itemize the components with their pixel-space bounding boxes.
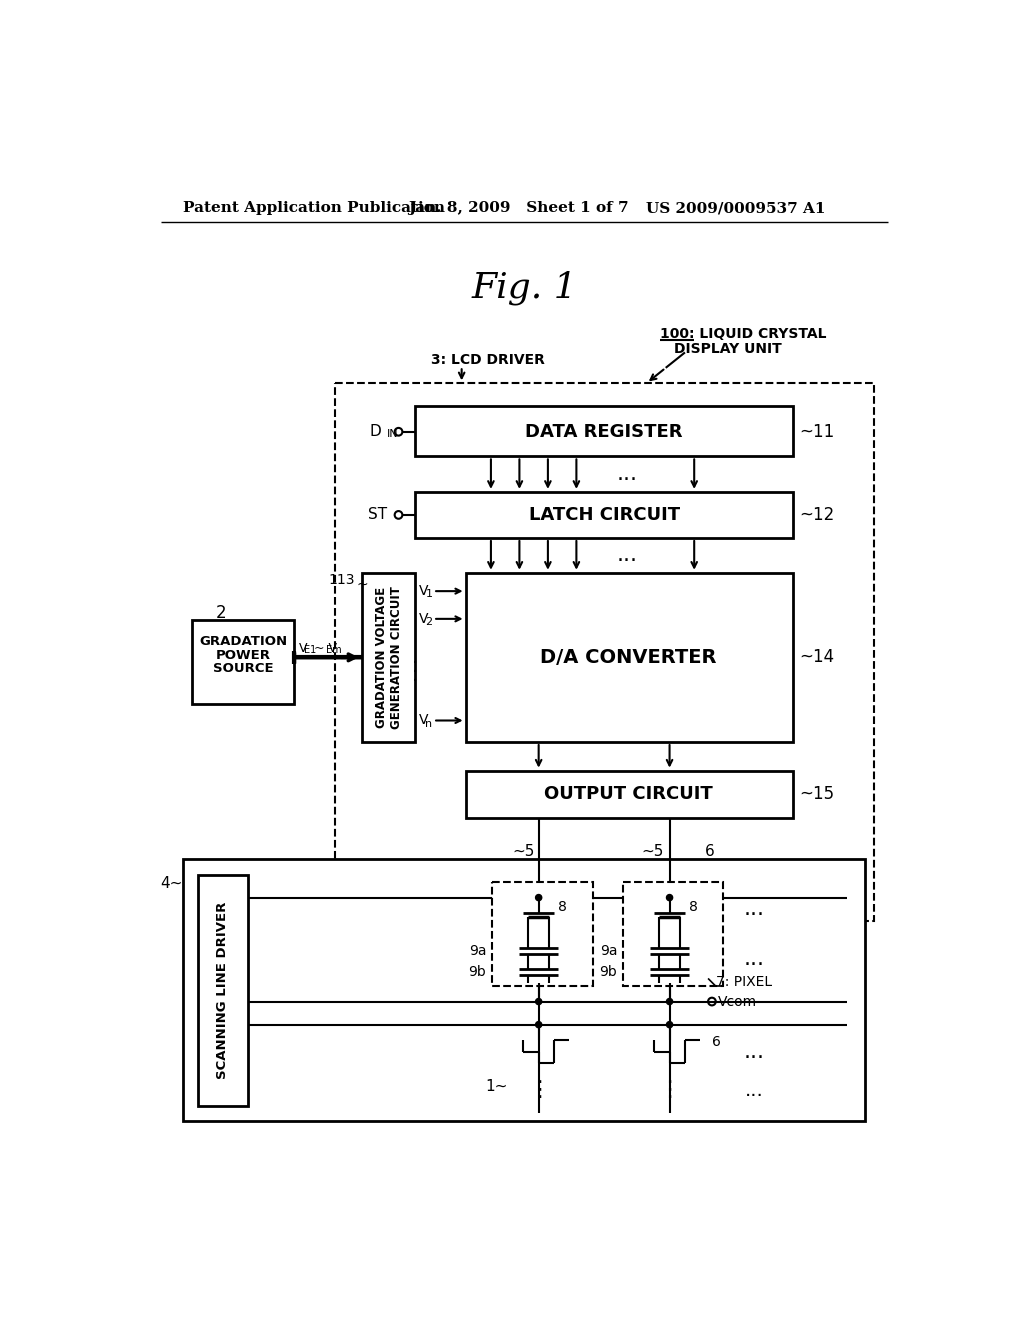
Text: ~14: ~14 bbox=[799, 648, 834, 667]
Text: US 2009/0009537 A1: US 2009/0009537 A1 bbox=[646, 202, 826, 215]
Text: ~5: ~5 bbox=[512, 843, 535, 859]
Text: ~: ~ bbox=[356, 578, 368, 593]
Text: 2: 2 bbox=[425, 616, 432, 627]
Circle shape bbox=[667, 1022, 673, 1028]
Text: 113: 113 bbox=[328, 573, 354, 586]
Text: 4~: 4~ bbox=[161, 876, 183, 891]
Circle shape bbox=[667, 998, 673, 1005]
Text: Em: Em bbox=[326, 645, 342, 656]
Text: 6: 6 bbox=[705, 843, 715, 859]
Text: SCANNING LINE DRIVER: SCANNING LINE DRIVER bbox=[216, 902, 229, 1078]
Text: .: . bbox=[413, 648, 419, 667]
Text: E1: E1 bbox=[304, 645, 316, 656]
Text: GRADATION: GRADATION bbox=[199, 635, 287, 648]
Text: 7: PIXEL: 7: PIXEL bbox=[716, 975, 772, 989]
Text: n: n bbox=[425, 718, 432, 729]
Text: Patent Application Publication: Patent Application Publication bbox=[183, 202, 444, 215]
Text: ~12: ~12 bbox=[799, 506, 835, 524]
Text: 1: 1 bbox=[425, 589, 432, 599]
Text: ...: ... bbox=[744, 1081, 764, 1100]
Text: D/A CONVERTER: D/A CONVERTER bbox=[541, 648, 717, 667]
Text: V: V bbox=[419, 612, 429, 626]
Bar bbox=[183, 859, 865, 1121]
Circle shape bbox=[667, 895, 673, 900]
Text: ST: ST bbox=[368, 507, 387, 523]
Text: ...: ... bbox=[616, 545, 638, 565]
Bar bbox=[361, 573, 416, 742]
Text: OUTPUT CIRCUIT: OUTPUT CIRCUIT bbox=[545, 785, 713, 804]
Text: DISPLAY UNIT: DISPLAY UNIT bbox=[674, 342, 782, 356]
Text: 9b: 9b bbox=[469, 965, 486, 979]
Text: V: V bbox=[298, 642, 307, 655]
Text: 6: 6 bbox=[712, 1035, 721, 1049]
Text: ...: ... bbox=[743, 899, 765, 919]
Text: 9a: 9a bbox=[469, 944, 486, 958]
Text: LATCH CIRCUIT: LATCH CIRCUIT bbox=[528, 506, 680, 524]
Text: V: V bbox=[419, 585, 429, 598]
Text: 9a: 9a bbox=[600, 944, 617, 958]
Bar bbox=[335, 383, 873, 921]
Bar bbox=[466, 573, 793, 742]
Circle shape bbox=[536, 998, 542, 1005]
Text: ...: ... bbox=[743, 949, 765, 969]
Text: 8: 8 bbox=[689, 900, 697, 913]
Text: ⋮: ⋮ bbox=[658, 1080, 681, 1100]
Text: Fig. 1: Fig. 1 bbox=[472, 271, 578, 305]
Text: .: . bbox=[413, 667, 419, 685]
Text: D: D bbox=[370, 424, 382, 440]
Bar bbox=[193, 620, 294, 704]
Text: SOURCE: SOURCE bbox=[213, 663, 273, 676]
Text: POWER: POWER bbox=[215, 648, 270, 661]
Text: 8: 8 bbox=[558, 900, 567, 913]
Text: 9b: 9b bbox=[599, 965, 617, 979]
Bar bbox=[199, 874, 249, 1105]
Text: ...: ... bbox=[743, 1041, 765, 1061]
Text: 100: LIQUID CRYSTAL: 100: LIQUID CRYSTAL bbox=[660, 327, 826, 341]
Text: ⋮: ⋮ bbox=[527, 1080, 550, 1100]
Text: IN: IN bbox=[387, 429, 398, 440]
Circle shape bbox=[536, 1022, 542, 1028]
Text: Jan. 8, 2009   Sheet 1 of 7: Jan. 8, 2009 Sheet 1 of 7 bbox=[408, 202, 629, 215]
Text: Vcom: Vcom bbox=[718, 994, 757, 1008]
Bar bbox=[416, 492, 793, 539]
Text: 1~: 1~ bbox=[485, 1078, 508, 1094]
Bar bbox=[466, 771, 793, 818]
Text: 3: LCD DRIVER: 3: LCD DRIVER bbox=[431, 354, 545, 367]
Text: GRADATION VOLTAGE
GENERATION CIRCUIT: GRADATION VOLTAGE GENERATION CIRCUIT bbox=[375, 586, 402, 729]
Text: ~5: ~5 bbox=[641, 843, 664, 859]
Text: ~15: ~15 bbox=[799, 785, 834, 804]
Text: DATA REGISTER: DATA REGISTER bbox=[525, 422, 683, 441]
Text: ...: ... bbox=[616, 465, 638, 484]
Bar bbox=[624, 882, 724, 986]
Text: V: V bbox=[419, 714, 429, 727]
Text: ~11: ~11 bbox=[799, 422, 835, 441]
Text: 2: 2 bbox=[215, 603, 226, 622]
Text: ~ V: ~ V bbox=[310, 642, 337, 655]
Circle shape bbox=[536, 895, 542, 900]
Text: .: . bbox=[413, 657, 419, 676]
Bar bbox=[416, 407, 793, 457]
Bar bbox=[493, 882, 593, 986]
